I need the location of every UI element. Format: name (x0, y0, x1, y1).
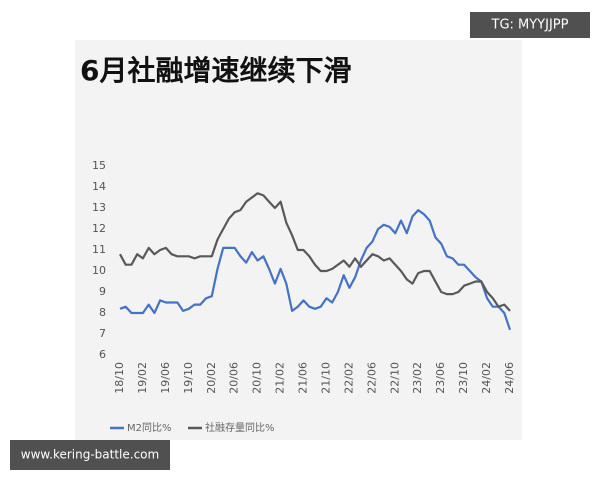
x-tick-label: 19/10 (182, 362, 195, 394)
chart-title: 6月社融增速继续下滑 (80, 54, 351, 87)
x-tick-label: 22/06 (365, 362, 378, 394)
watermark-box (10, 440, 170, 470)
y-tick-label: 14 (92, 180, 106, 193)
x-tick-label: 20/02 (205, 362, 218, 394)
x-tick-label: 24/02 (480, 362, 493, 394)
x-tick-label: 18/10 (113, 362, 126, 394)
x-tick-label: 21/06 (297, 362, 310, 394)
y-tick-label: 13 (92, 201, 106, 214)
y-tick-label: 9 (99, 285, 106, 298)
legend-label: 社融存量同比% (205, 421, 275, 434)
y-tick-label: 8 (99, 306, 106, 319)
data-line (119, 192, 511, 312)
watermark: TG: MYYJJPP (491, 18, 569, 33)
x-tick-label: 20/06 (228, 362, 241, 394)
x-tick-label: 19/02 (136, 362, 149, 394)
x-tick-label: 20/10 (251, 362, 264, 394)
x-tick-label: 23/06 (434, 362, 447, 394)
legend-label: M2同比% (127, 422, 172, 434)
watermark: www.kering-battle.com (21, 448, 159, 462)
x-tick-label: 23/10 (457, 362, 470, 394)
watermark-box (470, 12, 590, 38)
x-tick-label: 24/06 (503, 362, 516, 394)
y-tick-label: 7 (99, 327, 106, 340)
y-tick-label: 12 (92, 222, 106, 235)
x-tick-label: 22/10 (388, 362, 401, 394)
x-tick-label: 21/02 (274, 362, 287, 394)
y-tick-label: 6 (99, 348, 106, 361)
y-tick-label: 10 (92, 264, 106, 277)
x-tick-label: 21/10 (319, 362, 332, 394)
x-tick-label: 23/02 (411, 362, 424, 394)
x-tick-label: 19/06 (159, 362, 172, 394)
data-line (119, 209, 512, 331)
y-tick-label: 11 (92, 243, 106, 256)
y-tick-label: 15 (92, 159, 106, 172)
chart-panel (75, 40, 522, 440)
x-tick-label: 22/02 (342, 362, 355, 394)
